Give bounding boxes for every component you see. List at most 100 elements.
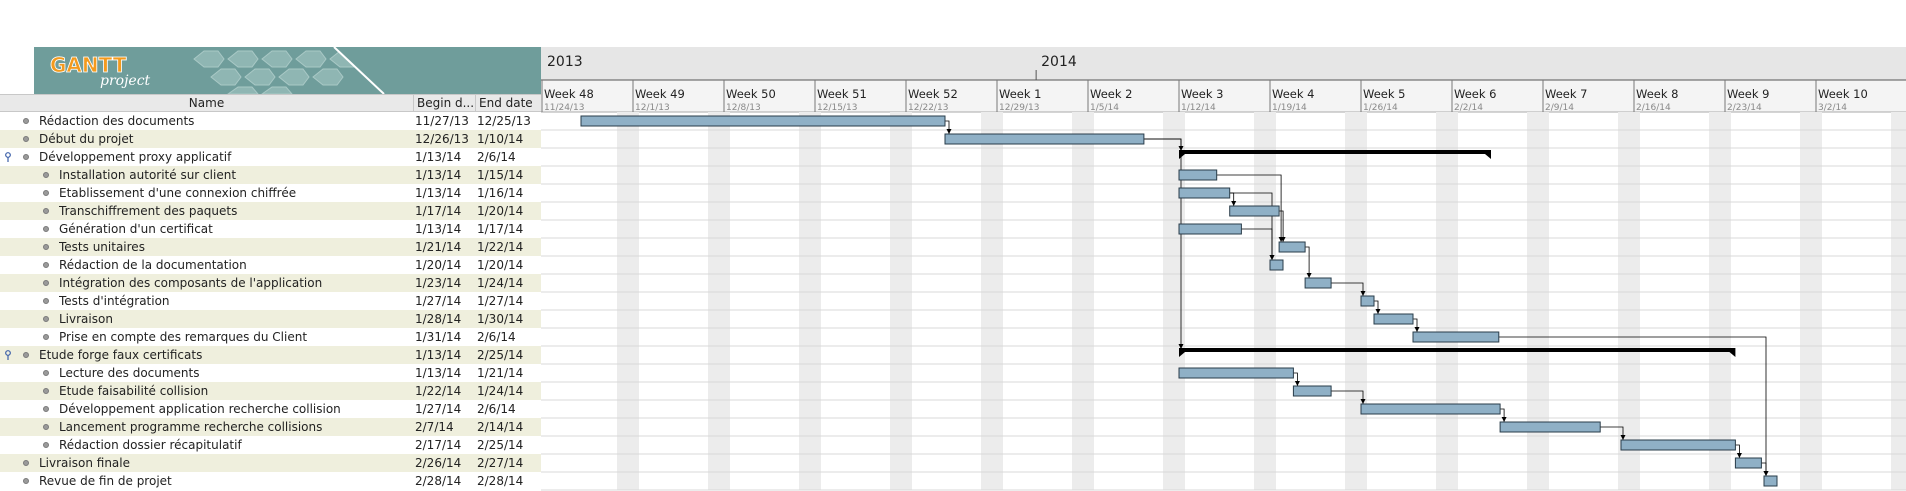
task-name[interactable]: Transchiffrement des paquets xyxy=(59,204,238,218)
dependency-line xyxy=(1305,246,1310,278)
task-begin-date[interactable]: 2/17/14 xyxy=(415,438,462,452)
task-end-date[interactable]: 2/6/14 xyxy=(477,330,516,344)
task-row[interactable]: Etablissement d'une connexion chiffrée 1/… xyxy=(0,184,541,202)
task-row[interactable]: Etude faisabilité collision 1/22/14 1/24/1… xyxy=(0,382,541,400)
collapse-toggle-icon[interactable] xyxy=(5,350,11,360)
week-label: Week 52 xyxy=(908,87,958,101)
week-date-label: 3/2/14 xyxy=(1818,103,1847,113)
task-begin-date[interactable]: 1/13/14 xyxy=(415,150,462,164)
task-name[interactable]: Revue de fin de projet xyxy=(39,474,172,488)
gantt-chart[interactable]: 2013 2014 Week 48 11/24/13 Week 49 12/1/13 Wee… xyxy=(541,0,1906,491)
task-end-date[interactable]: 1/27/14 xyxy=(477,294,524,308)
week-date-label: 2/16/14 xyxy=(1636,103,1671,113)
task-row[interactable]: Lancement programme recherche collisions… xyxy=(0,418,541,436)
task-name[interactable]: Livraison finale xyxy=(39,456,130,470)
task-begin-date[interactable]: 1/13/14 xyxy=(415,168,462,182)
task-row[interactable]: Rédaction dossier récapitulatif 2/17/14 2/… xyxy=(0,436,541,454)
task-name[interactable]: Lecture des documents xyxy=(59,366,200,380)
task-end-date[interactable]: 1/15/14 xyxy=(477,168,524,182)
task-begin-date[interactable]: 1/20/14 xyxy=(415,258,462,272)
task-begin-date[interactable]: 1/28/14 xyxy=(415,312,462,326)
task-row[interactable]: Développement application recherche coll… xyxy=(0,400,541,418)
task-bar xyxy=(1178,187,1231,199)
task-row[interactable]: Tests d'intégration 1/27/14 1/27/14 xyxy=(0,292,541,310)
task-begin-date[interactable]: 2/7/14 xyxy=(415,420,454,434)
task-end-date[interactable]: 1/24/14 xyxy=(477,384,524,398)
task-row[interactable]: Lecture des documents 1/13/14 1/21/14 xyxy=(0,364,541,382)
task-row[interactable]: Installation autorité sur client 1/13/14 1… xyxy=(0,166,541,184)
task-name[interactable]: Tests d'intégration xyxy=(59,294,170,308)
task-begin-date[interactable]: 1/23/14 xyxy=(415,276,462,290)
task-row[interactable]: Développement proxy applicatif 1/13/14 2/6… xyxy=(0,148,541,166)
task-begin-date[interactable]: 1/27/14 xyxy=(415,294,462,308)
task-row[interactable]: Début du projet 12/26/13 1/10/14 xyxy=(0,130,541,148)
task-name[interactable]: Lancement programme recherche collisions xyxy=(59,420,323,434)
task-begin-date[interactable]: 12/26/13 xyxy=(415,132,469,146)
task-begin-date[interactable]: 2/28/14 xyxy=(415,474,462,488)
task-end-date[interactable]: 1/24/14 xyxy=(477,276,524,290)
task-end-date[interactable]: 1/30/14 xyxy=(477,312,524,326)
task-begin-date[interactable]: 2/26/14 xyxy=(415,456,462,470)
weekend-shade xyxy=(1072,112,1094,490)
task-begin-date[interactable]: 1/13/14 xyxy=(415,186,462,200)
task-row[interactable]: Rédaction des documents 11/27/13 12/25/13 xyxy=(0,112,541,130)
column-end-header[interactable]: End date xyxy=(479,96,533,110)
weekend-shade xyxy=(1891,112,1906,490)
task-begin-date[interactable]: 1/21/14 xyxy=(415,240,462,254)
task-name[interactable]: Développement proxy applicatif xyxy=(39,150,232,164)
task-bullet-icon xyxy=(43,406,49,412)
task-end-date[interactable]: 1/16/14 xyxy=(477,186,524,200)
task-end-date[interactable]: 2/14/14 xyxy=(477,420,524,434)
task-begin-date[interactable]: 11/27/13 xyxy=(415,114,469,128)
task-name[interactable]: Etablissement d'une connexion chiffrée xyxy=(59,186,297,200)
task-name[interactable]: Livraison xyxy=(59,312,113,326)
task-row[interactable]: Intégration des composants de l'applicat… xyxy=(0,274,541,292)
task-begin-date[interactable]: 1/13/14 xyxy=(415,366,462,380)
task-end-date[interactable]: 1/21/14 xyxy=(477,366,524,380)
task-name[interactable]: Etude faisabilité collision xyxy=(59,384,209,398)
task-row[interactable]: Rédaction de la documentation 1/20/14 1/20… xyxy=(0,256,541,274)
task-end-date[interactable]: 2/27/14 xyxy=(477,456,524,470)
column-begin-header[interactable]: Begin d... xyxy=(414,95,476,111)
task-name[interactable]: Installation autorité sur client xyxy=(59,168,237,182)
task-end-date[interactable]: 1/20/14 xyxy=(477,258,524,272)
task-row[interactable]: Livraison finale 2/26/14 2/27/14 xyxy=(0,454,541,472)
task-end-date[interactable]: 2/28/14 xyxy=(477,474,524,488)
task-name[interactable]: Tests unitaires xyxy=(59,240,145,254)
task-row[interactable]: Tests unitaires 1/21/14 1/22/14 xyxy=(0,238,541,256)
task-begin-date[interactable]: 1/31/14 xyxy=(415,330,462,344)
task-begin-date[interactable]: 1/13/14 xyxy=(415,348,462,362)
task-name[interactable]: Développement application recherche coll… xyxy=(59,402,341,416)
collapse-toggle-icon[interactable] xyxy=(5,152,11,162)
task-end-date[interactable]: 2/25/14 xyxy=(477,348,524,362)
task-name[interactable]: Intégration des composants de l'applicat… xyxy=(59,276,323,290)
task-row[interactable]: Livraison 1/28/14 1/30/14 xyxy=(0,310,541,328)
task-row[interactable]: Etude forge faux certificats 1/13/14 2/25/… xyxy=(0,346,541,364)
task-begin-date[interactable]: 1/22/14 xyxy=(415,384,462,398)
task-row[interactable]: Génération d'un certificat 1/13/14 1/17/14 xyxy=(0,220,541,238)
task-name[interactable]: Rédaction des documents xyxy=(39,114,195,128)
task-row[interactable]: Prise en compte des remarques du Client 1… xyxy=(0,328,541,346)
task-name[interactable]: Rédaction dossier récapitulatif xyxy=(59,438,242,452)
task-end-date[interactable]: 12/25/13 xyxy=(477,114,531,128)
task-end-date[interactable]: 2/6/14 xyxy=(477,150,516,164)
task-end-date[interactable]: 1/22/14 xyxy=(477,240,524,254)
task-bullet-icon xyxy=(43,226,49,232)
task-end-date[interactable]: 2/25/14 xyxy=(477,438,524,452)
task-name[interactable]: Prise en compte des remarques du Client xyxy=(59,330,308,344)
week-date-label: 12/22/13 xyxy=(908,103,948,113)
column-name-header[interactable]: Name xyxy=(0,95,414,111)
task-name[interactable]: Génération d'un certificat xyxy=(59,222,213,236)
task-begin-date[interactable]: 1/27/14 xyxy=(415,402,462,416)
task-begin-date[interactable]: 1/13/14 xyxy=(415,222,462,236)
task-end-date[interactable]: 1/20/14 xyxy=(477,204,524,218)
task-name[interactable]: Début du projet xyxy=(39,132,134,146)
task-name[interactable]: Etude forge faux certificats xyxy=(39,348,203,362)
task-name[interactable]: Rédaction de la documentation xyxy=(59,258,247,272)
task-end-date[interactable]: 1/17/14 xyxy=(477,222,524,236)
task-begin-date[interactable]: 1/17/14 xyxy=(415,204,462,218)
task-row[interactable]: Revue de fin de projet 2/28/14 2/28/14 xyxy=(0,472,541,490)
task-row[interactable]: Transchiffrement des paquets 1/17/14 1/20/… xyxy=(0,202,541,220)
task-end-date[interactable]: 2/6/14 xyxy=(477,402,516,416)
task-end-date[interactable]: 1/10/14 xyxy=(477,132,524,146)
